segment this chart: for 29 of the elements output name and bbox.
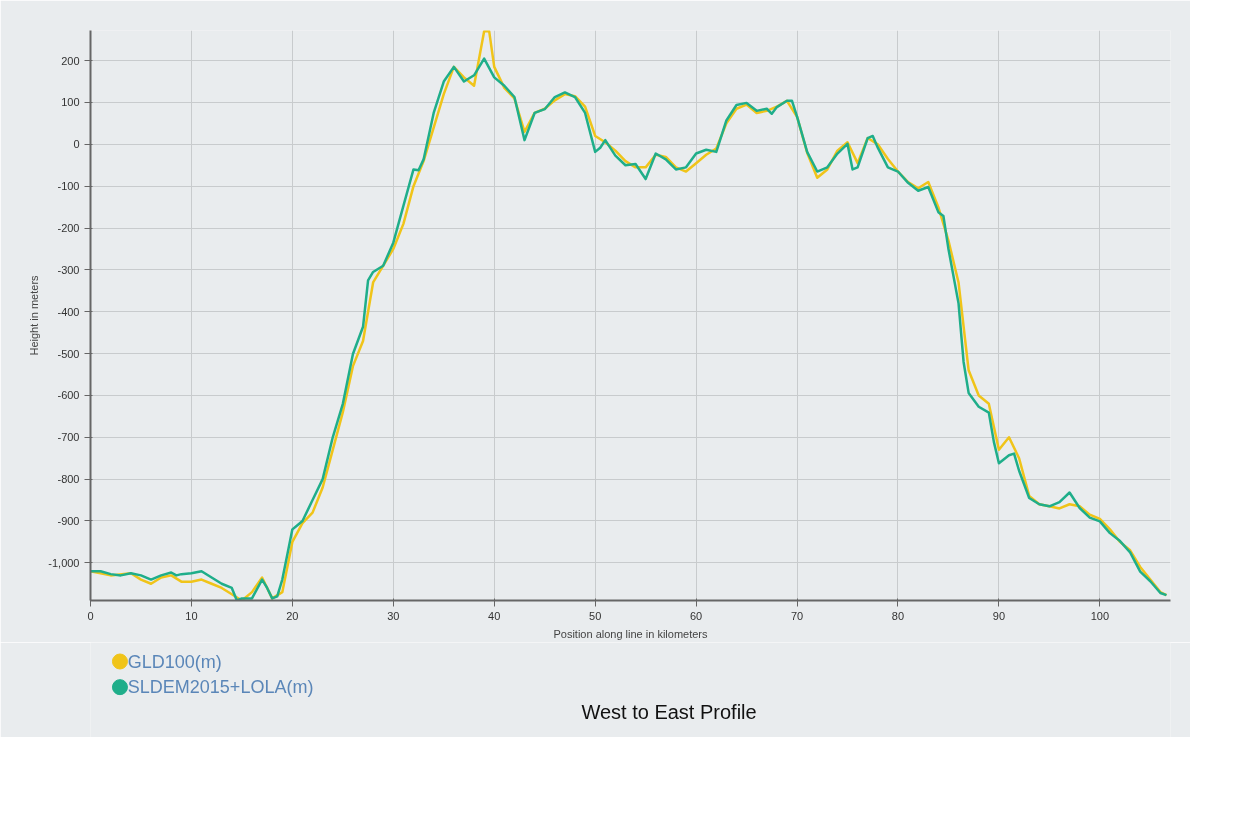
text: West to East Profile xyxy=(581,701,757,724)
x-tick-label: 50 xyxy=(589,609,602,622)
y-tick-label: -100 xyxy=(57,180,80,193)
x-tick-label: 80 xyxy=(891,609,905,622)
y-tick-label: -600 xyxy=(57,389,80,402)
x-tick-label: 30 xyxy=(387,609,400,622)
y-tick-label: 100 xyxy=(61,96,80,109)
y-tick-label: -200 xyxy=(57,222,80,235)
y-tick-label: -900 xyxy=(57,514,80,527)
x-tick-label: 90 xyxy=(992,609,1006,622)
legend-label: SLDEM2015+LOLA(m) xyxy=(127,677,314,698)
y-tick-label: -500 xyxy=(57,347,80,360)
y-tick-label: -1,000 xyxy=(48,556,80,569)
x-tick-label: 0 xyxy=(87,609,94,622)
y-tick-label: -800 xyxy=(57,473,80,486)
y-tick-label: -700 xyxy=(57,431,80,444)
x-tick-label: 10 xyxy=(185,609,198,622)
y-tick-label: -400 xyxy=(57,305,80,318)
x-tick-label: 100 xyxy=(1090,609,1110,622)
x-tick-label: 60 xyxy=(689,609,703,622)
y-tick-label: 0 xyxy=(73,138,80,151)
y-axis-title: Height in meters xyxy=(28,274,41,356)
x-tick-label: 20 xyxy=(286,609,299,622)
x-tick-label: 70 xyxy=(790,609,804,622)
x-axis-title: Position along line in kilometers xyxy=(553,627,709,640)
legend-label: GLD100(m) xyxy=(127,651,222,672)
x-tick-label: 40 xyxy=(488,609,501,622)
y-tick-label: -300 xyxy=(57,263,80,276)
y-tick-label: 200 xyxy=(61,54,80,67)
